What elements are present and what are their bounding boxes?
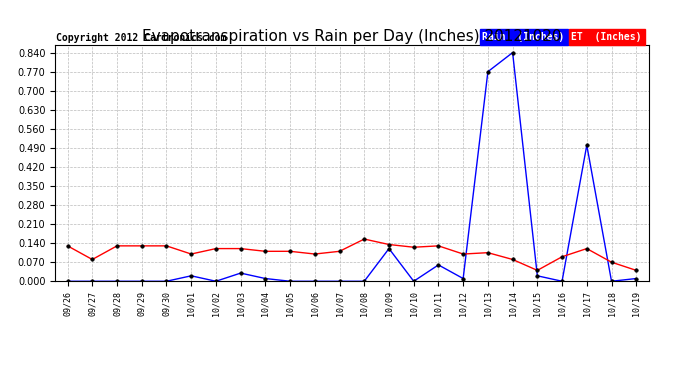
Text: Copyright 2012 Cartronics.com: Copyright 2012 Cartronics.com [56,33,226,43]
Text: Rain  (Inches): Rain (Inches) [482,32,564,42]
Title: Evapotranspiration vs Rain per Day (Inches) 20121020: Evapotranspiration vs Rain per Day (Inch… [142,29,562,44]
Text: ET  (Inches): ET (Inches) [571,32,642,42]
